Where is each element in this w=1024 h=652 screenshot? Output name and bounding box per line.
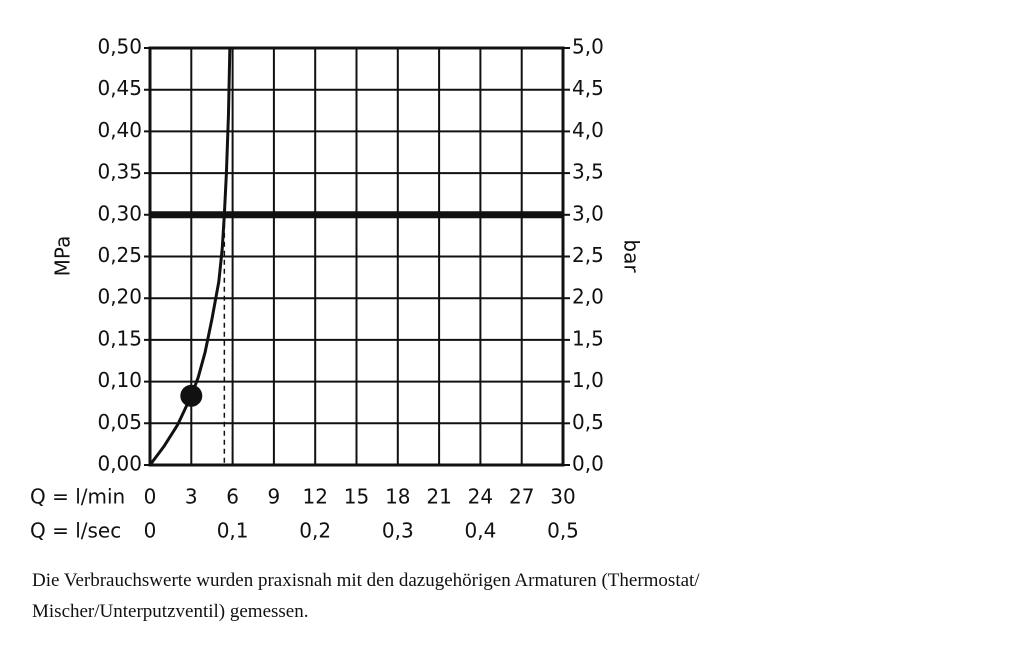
y-axis-label: MPa bbox=[51, 236, 75, 277]
y2-tick-label: 3,5 bbox=[572, 160, 604, 184]
x2-tick-label: 0,2 bbox=[299, 519, 331, 543]
caption: Die Verbrauchswerte wurden praxisnah mit… bbox=[32, 570, 700, 591]
caption: Mischer/Unterputzventil) gemessen. bbox=[32, 601, 308, 622]
y2-tick-label: 0,0 bbox=[572, 452, 604, 476]
x-tick-label: 12 bbox=[302, 485, 327, 509]
y-tick-label: 0,40 bbox=[97, 118, 142, 142]
y2-tick-label: 0,5 bbox=[572, 410, 604, 434]
x2-tick-label: 0 bbox=[144, 519, 157, 543]
y-tick-label: 0,20 bbox=[97, 285, 142, 309]
y-tick-label: 0,50 bbox=[97, 35, 142, 59]
x-tick-label: 6 bbox=[226, 485, 239, 509]
x-axis-label: Q = l/min bbox=[30, 485, 125, 509]
y2-tick-label: 4,5 bbox=[572, 76, 604, 100]
x-tick-label: 30 bbox=[550, 485, 575, 509]
y-tick-label: 0,15 bbox=[97, 326, 142, 350]
x-tick-label: 9 bbox=[268, 485, 281, 509]
y-tick-label: 0,35 bbox=[97, 160, 142, 184]
y-tick-label: 0,30 bbox=[97, 201, 142, 225]
x-tick-label: 24 bbox=[468, 485, 493, 509]
y2-tick-label: 2,0 bbox=[572, 285, 604, 309]
x-tick-label: 27 bbox=[509, 485, 534, 509]
y2-tick-label: 5,0 bbox=[572, 35, 604, 59]
y2-tick-label: 2,5 bbox=[572, 243, 604, 267]
x-tick-label: 3 bbox=[185, 485, 198, 509]
y2-axis-label: bar bbox=[620, 239, 644, 273]
y-tick-label: 0,00 bbox=[97, 452, 142, 476]
x-tick-label: 21 bbox=[426, 485, 451, 509]
x2-axis-label: Q = l/sec bbox=[30, 519, 121, 543]
y2-tick-label: 4,0 bbox=[572, 118, 604, 142]
y-tick-label: 0,10 bbox=[97, 368, 142, 392]
x2-tick-label: 0,4 bbox=[464, 519, 496, 543]
plot-frame bbox=[148, 46, 565, 467]
y-tick-label: 0,25 bbox=[97, 243, 142, 267]
x-tick-label: 15 bbox=[344, 485, 369, 509]
y2-tick-label: 3,0 bbox=[572, 201, 604, 225]
curve bbox=[148, 47, 232, 466]
x-tick-label: 0 bbox=[144, 485, 157, 509]
x2-tick-label: 0,3 bbox=[382, 519, 414, 543]
y-tick-label: 0,45 bbox=[97, 76, 142, 100]
y-tick-label: 0,05 bbox=[97, 410, 142, 434]
y2-tick-label: 1,0 bbox=[572, 368, 604, 392]
x-tick-label: 18 bbox=[385, 485, 410, 509]
x2-tick-label: 0,5 bbox=[547, 519, 579, 543]
x2-tick-label: 0,1 bbox=[217, 519, 249, 543]
marker-point bbox=[180, 384, 203, 407]
y2-tick-label: 1,5 bbox=[572, 326, 604, 350]
